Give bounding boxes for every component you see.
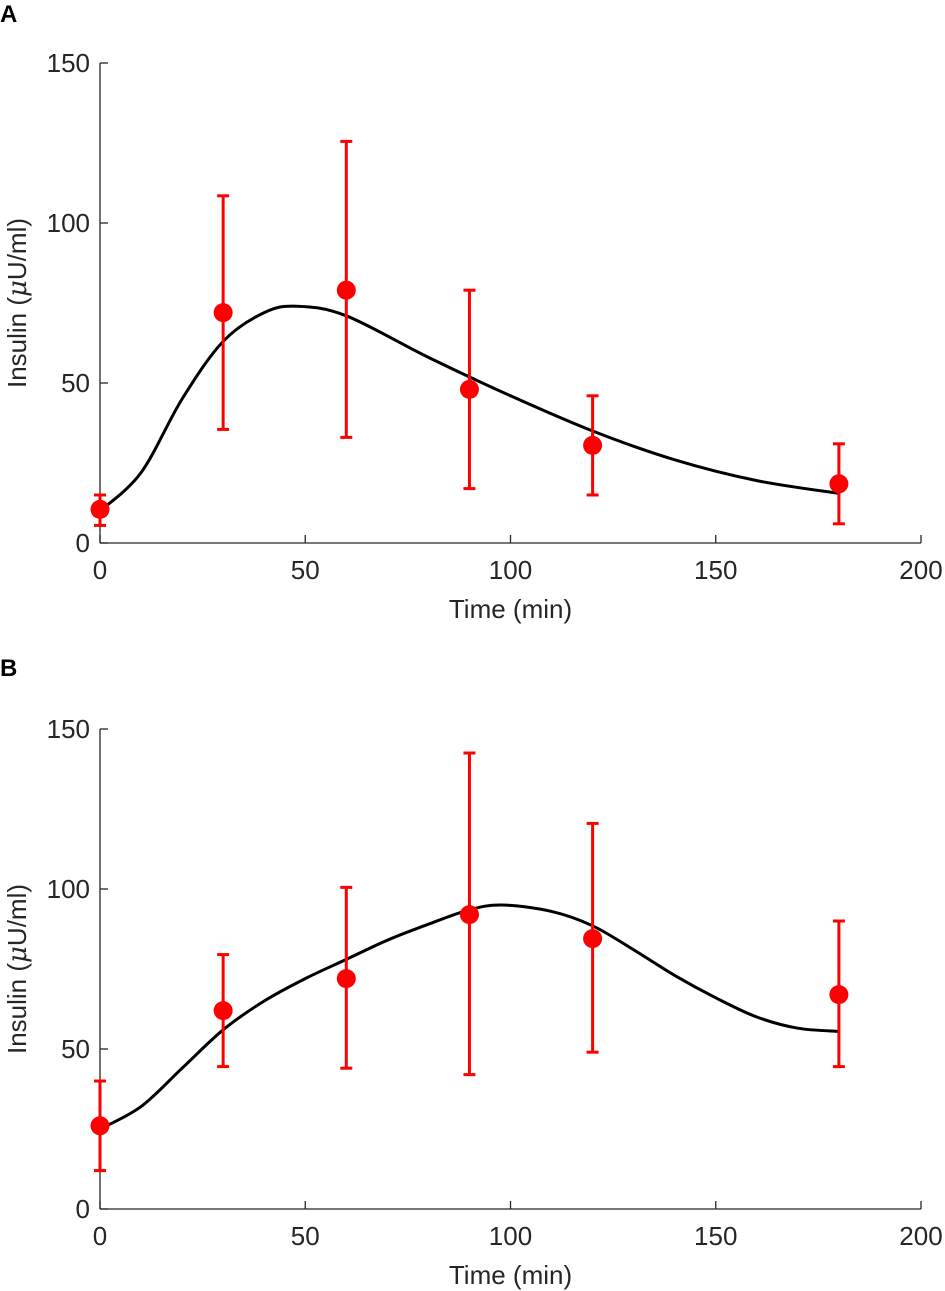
y-tick-label: 50 [61, 368, 90, 398]
y-tick-label: 150 [47, 48, 90, 78]
model-fit-line [98, 304, 840, 513]
y-tick-label: 100 [47, 874, 90, 904]
chart-panel-a: 0 50 100 150 0 50 100 150 200 Time (min) Insulin (… [2, 48, 943, 624]
chart-panel-b: 0 50 100 150 0 50 100 150 200 Time (min) Insulin (… [2, 714, 943, 1290]
x-tick-label: 150 [694, 555, 737, 585]
x-axis-label: Time (min) [449, 1260, 572, 1290]
x-tick-label: 200 [899, 1221, 942, 1251]
y-axis-label-unit: U/ml) [2, 218, 32, 280]
data-point [90, 499, 110, 519]
data-point [90, 1116, 110, 1136]
x-tick-label: 0 [93, 555, 107, 585]
data-point [213, 303, 233, 323]
y-tick-label: 150 [47, 714, 90, 744]
data-point [583, 929, 603, 949]
y-axis-label: Insulin (μU/ml) [2, 218, 33, 388]
x-tick-label: 100 [489, 1221, 532, 1251]
y-tick-label: 100 [47, 208, 90, 238]
data-point [829, 474, 849, 494]
data-point [459, 905, 479, 925]
y-tick-label: 0 [76, 528, 90, 558]
y-axis-label-mu: μ [3, 946, 33, 963]
data-point [583, 435, 603, 455]
x-tick-label: 200 [899, 555, 942, 585]
y-axis-label: Insulin (μU/ml) [2, 884, 33, 1054]
y-axis-label-main: Insulin ( [2, 297, 32, 388]
x-tick-label: 150 [694, 1221, 737, 1251]
data-point [336, 969, 356, 989]
data-point [336, 280, 356, 300]
x-tick-label: 100 [489, 555, 532, 585]
y-tick-label: 50 [61, 1034, 90, 1064]
y-axis-label-mu: μ [3, 280, 33, 297]
x-axis-label: Time (min) [449, 594, 572, 624]
data-point [829, 985, 849, 1005]
panel-letter-a: A [0, 1, 17, 28]
x-tick-label: 50 [291, 555, 320, 585]
y-axis-label-unit: U/ml) [2, 884, 32, 946]
panel-letter-b: B [0, 655, 17, 682]
x-tick-label: 0 [93, 1221, 107, 1251]
y-axis-label-main: Insulin ( [2, 963, 32, 1054]
data-point [213, 1001, 233, 1021]
x-tick-label: 50 [291, 1221, 320, 1251]
data-point [459, 379, 479, 399]
y-tick-label: 0 [76, 1194, 90, 1224]
